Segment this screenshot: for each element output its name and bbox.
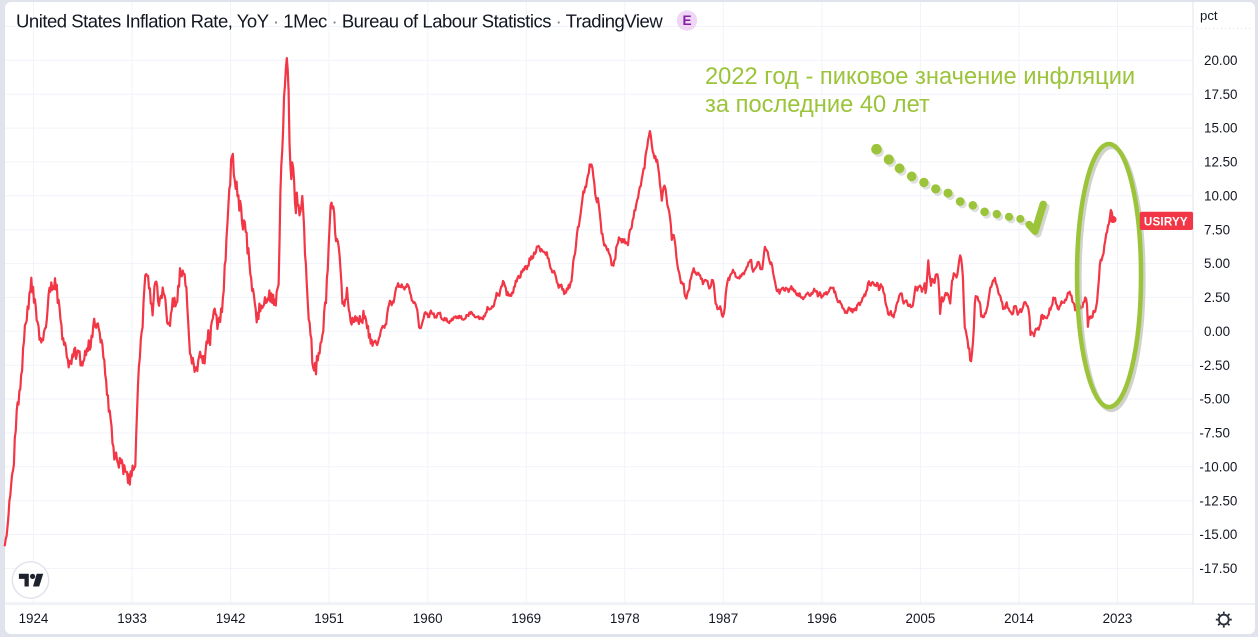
svg-text:5.00: 5.00 [1204,256,1230,271]
svg-text:2022 год - пиковое значение ин: 2022 год - пиковое значение инфляции [705,64,1135,90]
svg-text:за последние 40 лет: за последние 40 лет [705,92,930,118]
svg-text:0.00: 0.00 [1204,324,1230,339]
svg-text:1987: 1987 [708,611,738,626]
svg-text:1951: 1951 [314,611,344,626]
svg-text:2023: 2023 [1103,611,1133,626]
svg-text:20.00: 20.00 [1204,53,1238,68]
svg-text:USIRYY: USIRYY [1144,216,1188,229]
svg-text:-10.00: -10.00 [1199,459,1237,474]
svg-text:2005: 2005 [906,611,936,626]
svg-text:United States Inflation Rate,: United States Inflation Rate, YoY · 1Мес… [16,11,663,32]
svg-text:10.00: 10.00 [1204,188,1238,203]
svg-text:1969: 1969 [511,611,541,626]
svg-text:1942: 1942 [216,611,246,626]
svg-text:17.50: 17.50 [1204,87,1238,102]
svg-text:-2.50: -2.50 [1199,358,1230,373]
svg-text:7.50: 7.50 [1204,222,1230,237]
svg-text:1933: 1933 [117,611,147,626]
svg-text:1924: 1924 [19,611,49,626]
svg-text:E: E [682,13,691,28]
svg-text:-5.00: -5.00 [1199,392,1230,407]
svg-text:-7.50: -7.50 [1199,426,1230,441]
svg-text:pct: pct [1200,8,1218,23]
svg-text:12.50: 12.50 [1204,155,1238,170]
svg-text:-15.00: -15.00 [1199,527,1237,542]
svg-text:2014: 2014 [1004,611,1034,626]
svg-text:15.00: 15.00 [1204,121,1238,136]
svg-text:2.50: 2.50 [1204,290,1230,305]
svg-text:-17.50: -17.50 [1199,561,1237,576]
svg-text:1978: 1978 [610,611,640,626]
svg-text:1996: 1996 [807,611,837,626]
svg-text:1960: 1960 [413,611,443,626]
svg-text:-12.50: -12.50 [1199,493,1237,508]
